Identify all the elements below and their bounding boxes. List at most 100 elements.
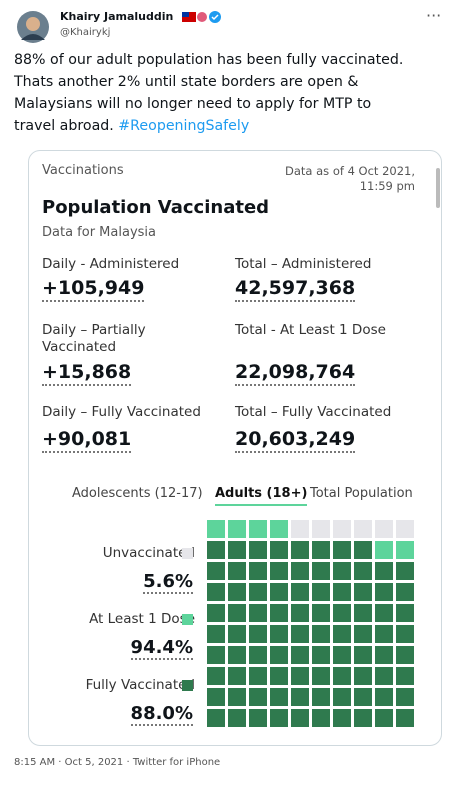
waffle-cell xyxy=(312,646,330,664)
avatar[interactable] xyxy=(16,10,50,44)
waffle-cell xyxy=(228,520,246,538)
waffle-cell xyxy=(291,583,309,601)
legend-swatch xyxy=(182,680,193,691)
legend-label: At Least 1 Dose xyxy=(89,611,195,627)
author-name[interactable]: Khairy Jamaluddin xyxy=(60,10,174,23)
stat-value: +15,868 xyxy=(42,360,132,386)
stat-value: +90,081 xyxy=(42,427,132,453)
waffle-cell xyxy=(207,520,225,538)
waffle-cell xyxy=(228,709,246,727)
waffle-cell xyxy=(312,562,330,580)
waffle-cell xyxy=(228,688,246,706)
waffle-cell xyxy=(333,667,351,685)
stat-value: 42,597,368 xyxy=(235,276,356,302)
waffle-cell xyxy=(354,604,372,622)
card-subtitle: Data for Malaysia xyxy=(42,225,156,240)
waffle-cell xyxy=(249,646,267,664)
waffle-cell xyxy=(270,562,288,580)
waffle-cell xyxy=(207,583,225,601)
waffle-cell xyxy=(270,667,288,685)
waffle-cell xyxy=(354,541,372,559)
waffle-cell xyxy=(375,667,393,685)
waffle-cell xyxy=(396,709,414,727)
waffle-cell xyxy=(333,604,351,622)
waffle-cell xyxy=(333,562,351,580)
tab[interactable]: Adults (18+) xyxy=(215,486,308,506)
waffle-cell xyxy=(396,541,414,559)
tweet-line: 88% of our adult population has been ful… xyxy=(14,52,404,68)
tweet-line: Thats another 2% until state borders are… xyxy=(14,74,359,90)
tweet-footer: 8:15 AM · Oct 5, 2021 · Twitter for iPho… xyxy=(14,757,221,768)
waffle-cell xyxy=(312,583,330,601)
waffle-cell xyxy=(354,520,372,538)
waffle-cell xyxy=(396,646,414,664)
waffle-cell xyxy=(207,688,225,706)
waffle-cell xyxy=(375,604,393,622)
waffle-cell xyxy=(249,625,267,643)
waffle-cell xyxy=(333,709,351,727)
as-of: Data as of 4 Oct 2021, 11:59 pm xyxy=(285,164,415,193)
card-title: Population Vaccinated xyxy=(42,197,270,218)
waffle-cell xyxy=(354,667,372,685)
waffle-cell xyxy=(333,520,351,538)
waffle-cell xyxy=(249,688,267,706)
waffle-cell xyxy=(291,667,309,685)
waffle-cell xyxy=(228,562,246,580)
waffle-cell xyxy=(270,604,288,622)
waffle-cell xyxy=(396,562,414,580)
waffle-cell xyxy=(228,604,246,622)
waffle-cell xyxy=(375,562,393,580)
tab[interactable]: Adolescents (12-17) xyxy=(72,486,203,501)
author-handle[interactable]: @Khairykj xyxy=(60,27,111,38)
waffle-cell xyxy=(396,583,414,601)
waffle-cell xyxy=(396,625,414,643)
name-icons xyxy=(182,11,221,23)
waffle-cell xyxy=(207,646,225,664)
legend-label: Fully Vaccinated xyxy=(85,677,195,693)
legend-swatch xyxy=(182,614,193,625)
waffle-cell xyxy=(291,709,309,727)
waffle-cell xyxy=(249,541,267,559)
tweet-line: Malaysians will no longer need to apply … xyxy=(14,96,372,112)
waffle-cell xyxy=(270,688,288,706)
waffle-cell xyxy=(270,625,288,643)
tweet-line: travel abroad. #ReopeningSafely xyxy=(14,118,250,134)
tab[interactable]: Total Population xyxy=(310,486,413,501)
waffle-cell xyxy=(207,625,225,643)
waffle-cell xyxy=(312,625,330,643)
waffle-cell xyxy=(354,562,372,580)
waffle-cell xyxy=(207,667,225,685)
waffle-cell xyxy=(375,583,393,601)
waffle-cell xyxy=(270,709,288,727)
waffle-cell xyxy=(249,667,267,685)
scrollbar xyxy=(436,168,440,208)
waffle-cell xyxy=(270,583,288,601)
waffle-cell xyxy=(312,520,330,538)
waffle-cell xyxy=(228,583,246,601)
waffle-cell xyxy=(375,520,393,538)
stat-label: Total – Fully Vaccinated xyxy=(235,404,392,420)
waffle-cell xyxy=(228,667,246,685)
hashtag[interactable]: #ReopeningSafely xyxy=(118,118,250,134)
waffle-cell xyxy=(249,604,267,622)
waffle-cell xyxy=(396,520,414,538)
legend-label: Unvaccinated xyxy=(102,545,195,561)
waffle-cell xyxy=(333,646,351,664)
waffle-cell xyxy=(333,541,351,559)
waffle-cell xyxy=(291,688,309,706)
waffle-cell xyxy=(333,583,351,601)
waffle-cell xyxy=(249,562,267,580)
waffle-cell xyxy=(207,541,225,559)
waffle-cell xyxy=(207,709,225,727)
waffle-cell xyxy=(249,520,267,538)
legend-value: 5.6% xyxy=(143,571,193,594)
more-button[interactable]: ··· xyxy=(426,6,442,25)
waffle-cell xyxy=(312,709,330,727)
waffle-cell xyxy=(249,709,267,727)
legend-swatch xyxy=(182,548,193,559)
waffle-cell xyxy=(312,541,330,559)
legend-value: 88.0% xyxy=(130,703,193,726)
waffle-cell xyxy=(375,625,393,643)
waffle-cell xyxy=(375,709,393,727)
